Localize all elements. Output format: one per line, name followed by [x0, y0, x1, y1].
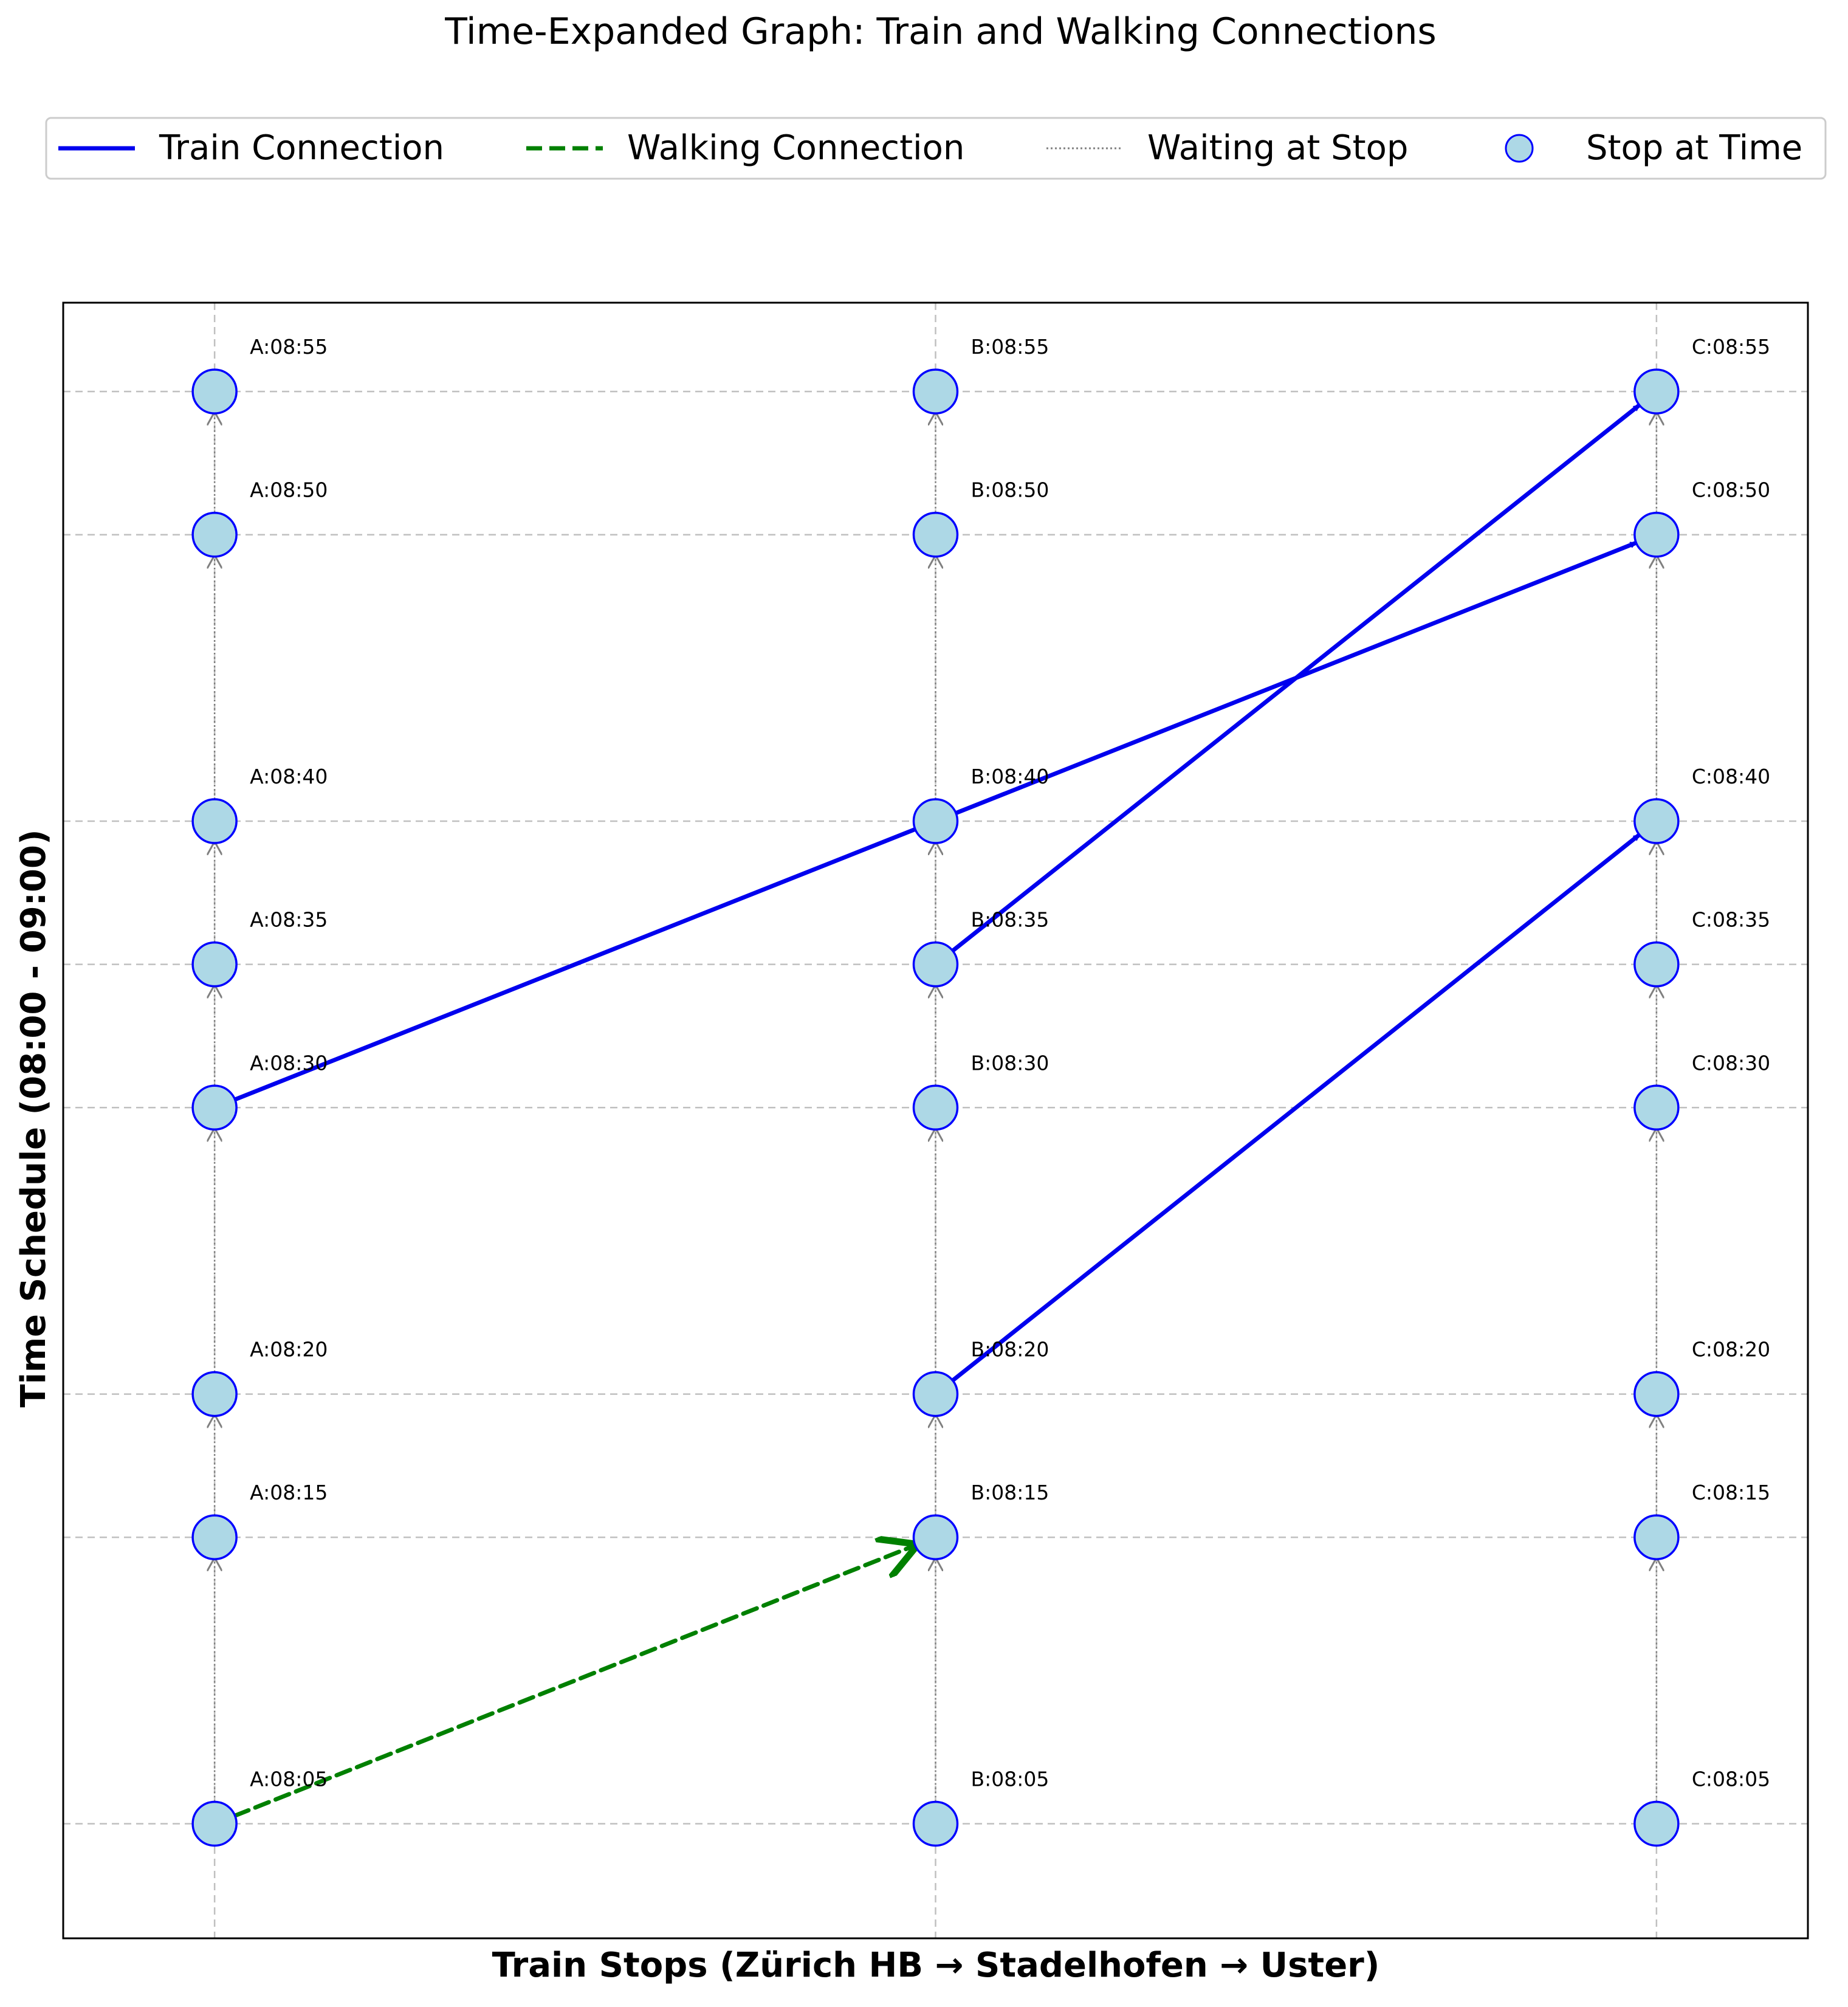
node-label: A:08:50 [250, 478, 328, 502]
stop-node [191, 1371, 238, 1417]
node-label: B:08:30 [971, 1051, 1049, 1075]
node-label: C:08:20 [1692, 1338, 1770, 1362]
node-label: C:08:40 [1692, 765, 1770, 788]
legend-node-swatch [1505, 134, 1534, 163]
node-label: B:08:55 [971, 335, 1049, 359]
legend-node-label: Stop at Time [1586, 128, 1802, 168]
stop-node [912, 368, 959, 415]
stop-node [1633, 941, 1680, 988]
stop-node [912, 1800, 959, 1847]
node-label: C:08:15 [1692, 1481, 1770, 1504]
stop-node [1633, 1800, 1680, 1847]
plot-area: A:08:05 A:08:15 A:08:20 A:08:30 A:08:35 A:08:… [62, 301, 1809, 1940]
node-label: B:08:20 [971, 1338, 1049, 1362]
node-label: B:08:15 [971, 1481, 1049, 1504]
connection-layer [212, 404, 1641, 1826]
stop-node [1633, 1371, 1680, 1417]
train-connection [933, 404, 1641, 967]
node-label: B:08:40 [971, 765, 1049, 788]
node-label: B:08:05 [971, 1767, 1049, 1791]
node-label: C:08:30 [1692, 1051, 1770, 1075]
node-label-layer: A:08:05 A:08:15 A:08:20 A:08:30 A:08:35 A:08:… [250, 335, 1770, 1791]
node-label: A:08:05 [250, 1767, 328, 1791]
legend-train-label: Train Connection [159, 128, 444, 168]
node-label: C:08:05 [1692, 1767, 1770, 1791]
legend-waiting-label: Waiting at Stop [1147, 128, 1408, 168]
stop-node [912, 941, 959, 988]
node-label: C:08:35 [1692, 908, 1770, 932]
train-connection [933, 541, 1638, 824]
stop-node [1633, 1514, 1680, 1560]
node-label: A:08:30 [250, 1051, 328, 1075]
chart-title: Time-Expanded Graph: Train and Walking C… [444, 10, 1437, 53]
node-label: B:08:50 [971, 478, 1049, 502]
legend-frame [45, 117, 1827, 180]
node-label: B:08:35 [971, 908, 1049, 932]
stop-node [1633, 511, 1680, 558]
train-connection [212, 819, 938, 1110]
x-axis-label: Train Stops (Zürich HB → Stadelhofen → U… [492, 1946, 1380, 1985]
node-layer [191, 368, 1680, 1847]
axes-frame [62, 301, 1809, 1940]
stop-node [912, 798, 959, 844]
node-label: A:08:55 [250, 335, 328, 359]
node-label: A:08:35 [250, 908, 328, 932]
node-label: A:08:40 [250, 765, 328, 788]
legend: Train Connection Walking Connection Wait… [45, 117, 1827, 180]
walking-connection [212, 1546, 914, 1826]
stop-node [912, 1084, 959, 1131]
stop-node [191, 1084, 238, 1131]
stop-node [1633, 1084, 1680, 1131]
stop-node [191, 798, 238, 844]
stop-node [191, 368, 238, 415]
stop-node [912, 1514, 959, 1560]
stop-node [1633, 368, 1680, 415]
stop-node [191, 511, 238, 558]
legend-walking-label: Walking Connection [627, 128, 964, 168]
stop-node [191, 1514, 238, 1560]
node-label: A:08:20 [250, 1338, 328, 1362]
y-axis-label: Time Schedule (08:00 - 09:00) [14, 829, 53, 1407]
stop-node [1633, 798, 1680, 844]
stop-node [912, 511, 959, 558]
stop-node [912, 1371, 959, 1417]
node-label: C:08:50 [1692, 478, 1770, 502]
stop-node [191, 1800, 238, 1847]
node-label: A:08:15 [250, 1481, 328, 1504]
train-connection [933, 833, 1641, 1397]
stop-node [191, 941, 238, 988]
node-label: C:08:55 [1692, 335, 1770, 359]
